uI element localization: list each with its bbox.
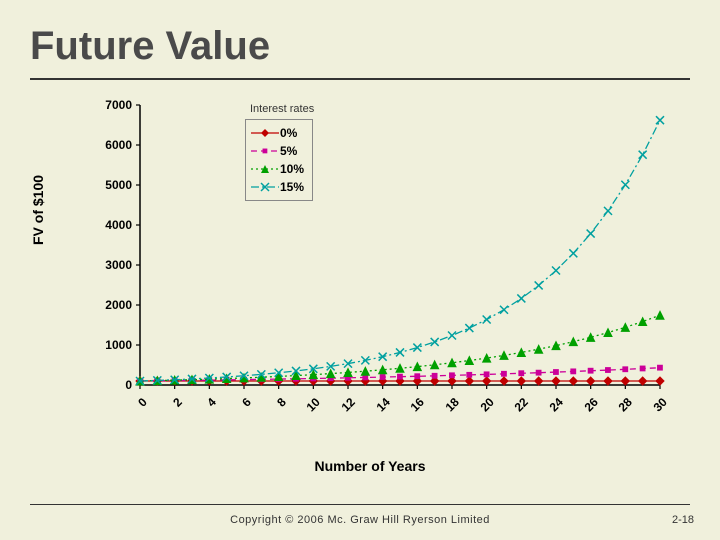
legend-label: 5% <box>280 144 297 158</box>
page-number: 2-18 <box>672 514 694 526</box>
legend-label: 15% <box>280 180 304 194</box>
legend-item: 10% <box>250 160 304 178</box>
y-tick: 0 <box>92 378 132 392</box>
legend-title: Interest rates <box>250 103 314 115</box>
legend-swatch <box>250 126 280 140</box>
legend-swatch <box>250 144 280 158</box>
y-tick: 6000 <box>92 138 132 152</box>
x-axis-label: Number of Years <box>70 458 670 474</box>
fv-chart: FV of $100 01000200030004000500060007000… <box>70 95 670 470</box>
y-axis-label: FV of $100 <box>30 175 46 245</box>
slide: Future Value FV of $100 0 1000 2000 3000 400… <box>0 0 720 540</box>
legend-label: 0% <box>280 126 297 140</box>
footer-rule <box>30 504 690 505</box>
y-tick: 7000 <box>92 98 132 112</box>
legend-item: 5% <box>250 142 304 160</box>
y-tick: 3000 <box>92 258 132 272</box>
y-tick: 1000 <box>92 338 132 352</box>
legend: 0% 5% 10% 15% <box>245 119 313 201</box>
legend-item: 15% <box>250 178 304 196</box>
slide-title: Future Value <box>30 24 270 69</box>
copyright-footer: Copyright © 2006 Mc. Graw Hill Ryerson L… <box>0 514 720 526</box>
title-underline <box>30 78 690 80</box>
legend-swatch <box>250 180 280 194</box>
legend-swatch <box>250 162 280 176</box>
legend-label: 10% <box>280 162 304 176</box>
y-tick: 5000 <box>92 178 132 192</box>
y-tick: 4000 <box>92 218 132 232</box>
chart-plot <box>70 95 670 425</box>
legend-item: 0% <box>250 124 304 142</box>
y-tick: 2000 <box>92 298 132 312</box>
